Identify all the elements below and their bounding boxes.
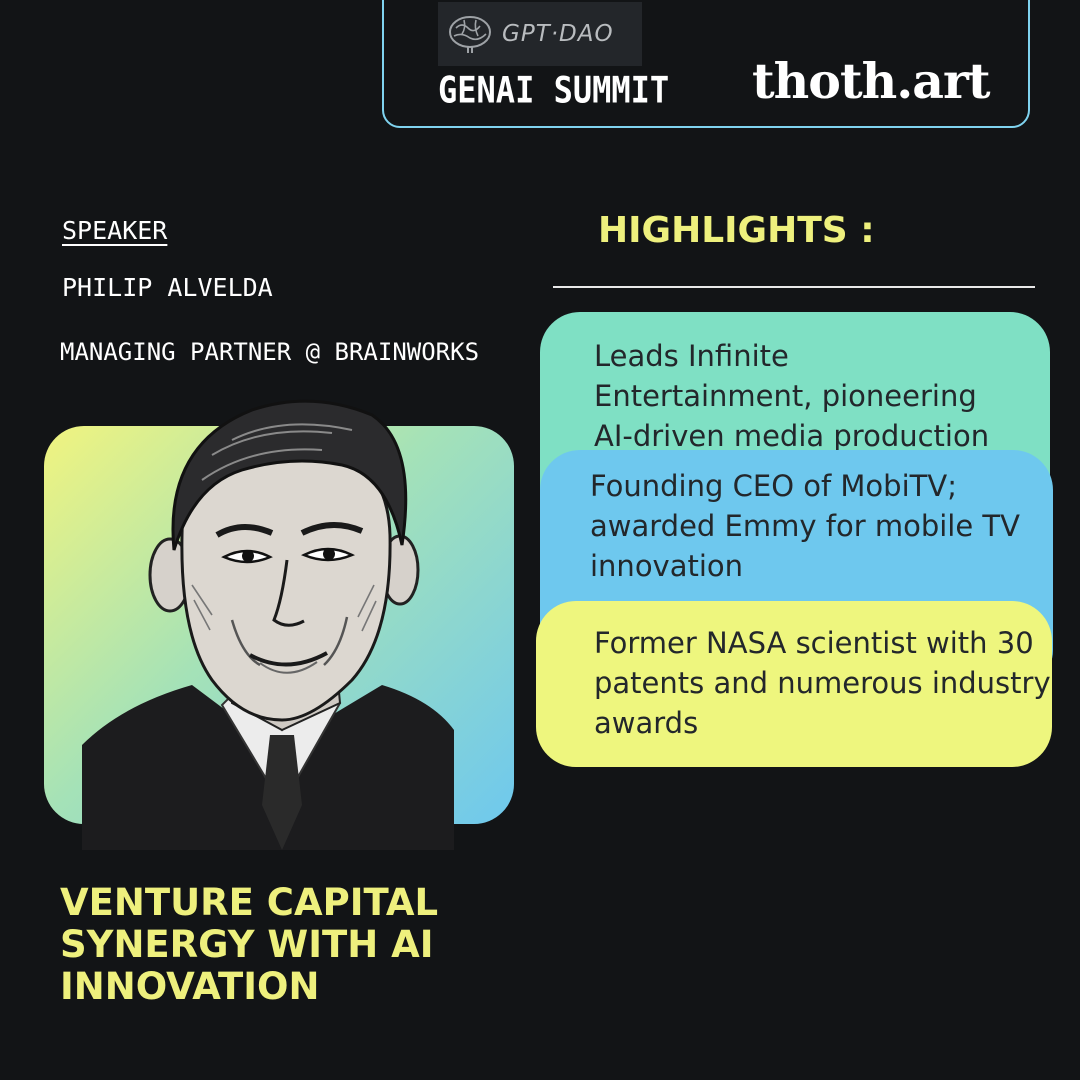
brand-logo: thoth.art [752,52,990,110]
highlight-line: awards [594,706,699,740]
brain-icon [449,16,491,53]
talk-title: VENTURE CAPITAL SYNERGY WITH AI INNOVATI… [60,882,530,1008]
speaker-label: SPEAKER [62,216,168,245]
talk-title-line: VENTURE CAPITAL [60,881,439,924]
highlight-line: Founding CEO of MobiTV; [590,469,957,503]
highlight-line: AI-driven media production [594,419,990,453]
speaker-name: PHILIP ALVELDA [62,273,273,302]
highlight-line: Leads Infinite [594,339,789,373]
highlights-title: HIGHLIGHTS : [598,210,875,251]
highlight-line: innovation [590,549,744,583]
gpt-dao-logo: GPT·DAO [438,2,642,66]
highlight-line: Former NASA scientist with 30 [594,626,1034,660]
event-title: GENAI SUMMIT [438,68,670,112]
talk-title-line: INNOVATION [60,965,320,1008]
highlight-line: patents and numerous industry [594,666,1051,700]
talk-title-line: SYNERGY WITH AI [60,923,434,966]
highlight-card: Former NASA scientist with 30 patents an… [536,601,1052,767]
highlight-line: awarded Emmy for mobile TV [590,509,1020,543]
speaker-portrait [82,399,454,850]
header-frame [382,0,1030,128]
highlight-line: Entertainment, pioneering [594,379,977,413]
gpt-dao-logo-text: GPT·DAO [502,21,614,47]
speaker-role: MANAGING PARTNER @ BRAINWORKS [60,338,480,366]
highlights-divider [553,286,1035,288]
